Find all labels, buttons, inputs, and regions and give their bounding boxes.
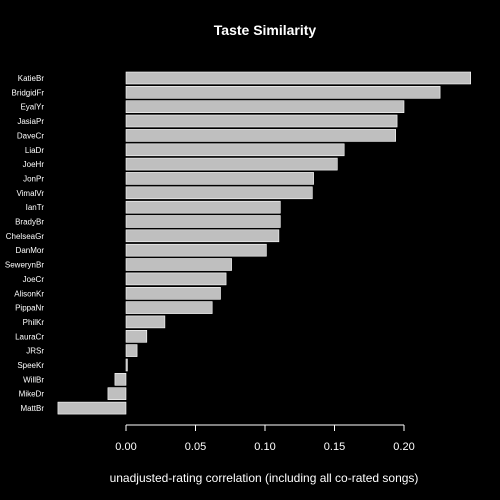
bar-IanTr: [125, 200, 281, 214]
category-label: KatieBr: [18, 74, 45, 83]
category-label: JoeCr: [23, 275, 45, 284]
bar-AlisonKr: [125, 286, 221, 300]
category-label: PhilKr: [23, 318, 45, 327]
x-tick-label: 0.10: [254, 441, 275, 453]
x-tick-label: 0.00: [115, 441, 136, 453]
category-label: JasiaPr: [17, 117, 44, 126]
category-label: MattBr: [20, 404, 44, 413]
bar-LauraCr: [125, 329, 148, 343]
category-label: EyalYr: [20, 103, 44, 112]
bar-JasiaPr: [125, 114, 398, 128]
category-label: JRSr: [26, 347, 44, 356]
category-label: IanTr: [26, 203, 45, 212]
category-label: LiaDr: [25, 146, 44, 155]
x-tick-label: 0.05: [185, 441, 206, 453]
bar-MattBr: [57, 401, 127, 415]
category-label: JonPr: [23, 174, 44, 183]
category-label: MikeDr: [19, 390, 45, 399]
category-label: DanMor: [16, 246, 45, 255]
category-label: BridgidFr: [12, 88, 45, 97]
bar-LiaDr: [125, 143, 345, 157]
bar-JoeCr: [125, 272, 227, 286]
bar-SpeeKr: [125, 358, 128, 372]
bar-VimalVr: [125, 186, 313, 200]
category-label: PippaNr: [15, 304, 44, 313]
bar-JonPr: [125, 172, 314, 185]
bar-SewerynBr: [125, 258, 232, 271]
category-label: SpeeKr: [17, 361, 44, 370]
bar-KatieBr: [125, 71, 472, 85]
chart-title: Taste Similarity: [214, 22, 317, 38]
bar-PhilKr: [125, 315, 166, 329]
bar-BridgidFr: [125, 86, 441, 99]
category-label: JoeHr: [23, 160, 45, 169]
bar-JoeHr: [125, 157, 338, 171]
bars-group: [57, 71, 472, 415]
category-label: ChelseaGr: [6, 232, 45, 241]
category-labels: KatieBr BridgidFr EyalYr JasiaPr DaveCr LiaDr…: [5, 74, 44, 413]
category-label: BradyBr: [15, 218, 44, 227]
category-label: VimalVr: [16, 189, 44, 198]
bar-DanMor: [125, 243, 267, 257]
category-label: WillBr: [23, 375, 44, 384]
category-label: DaveCr: [17, 131, 44, 140]
bar-EyalYr: [125, 100, 405, 113]
x-tick-label: 0.20: [393, 441, 414, 453]
x-axis: 0.00 0.05 0.10 0.15 0.20: [115, 424, 415, 453]
bar-PippaNr: [125, 301, 213, 314]
category-label: AlisonKr: [14, 289, 44, 298]
x-tick-label: 0.15: [324, 441, 345, 453]
bar-WillBr: [114, 372, 127, 386]
bar-DaveCr: [125, 129, 397, 142]
x-axis-label: unadjusted-rating correlation (including…: [110, 471, 419, 485]
bar-MikeDr: [107, 387, 127, 401]
category-label: SewerynBr: [5, 261, 44, 270]
bar-BradyBr: [125, 215, 281, 228]
category-label: LauraCr: [15, 332, 44, 341]
bar-JRSr: [125, 344, 138, 357]
bar-ChelseaGr: [125, 229, 280, 243]
